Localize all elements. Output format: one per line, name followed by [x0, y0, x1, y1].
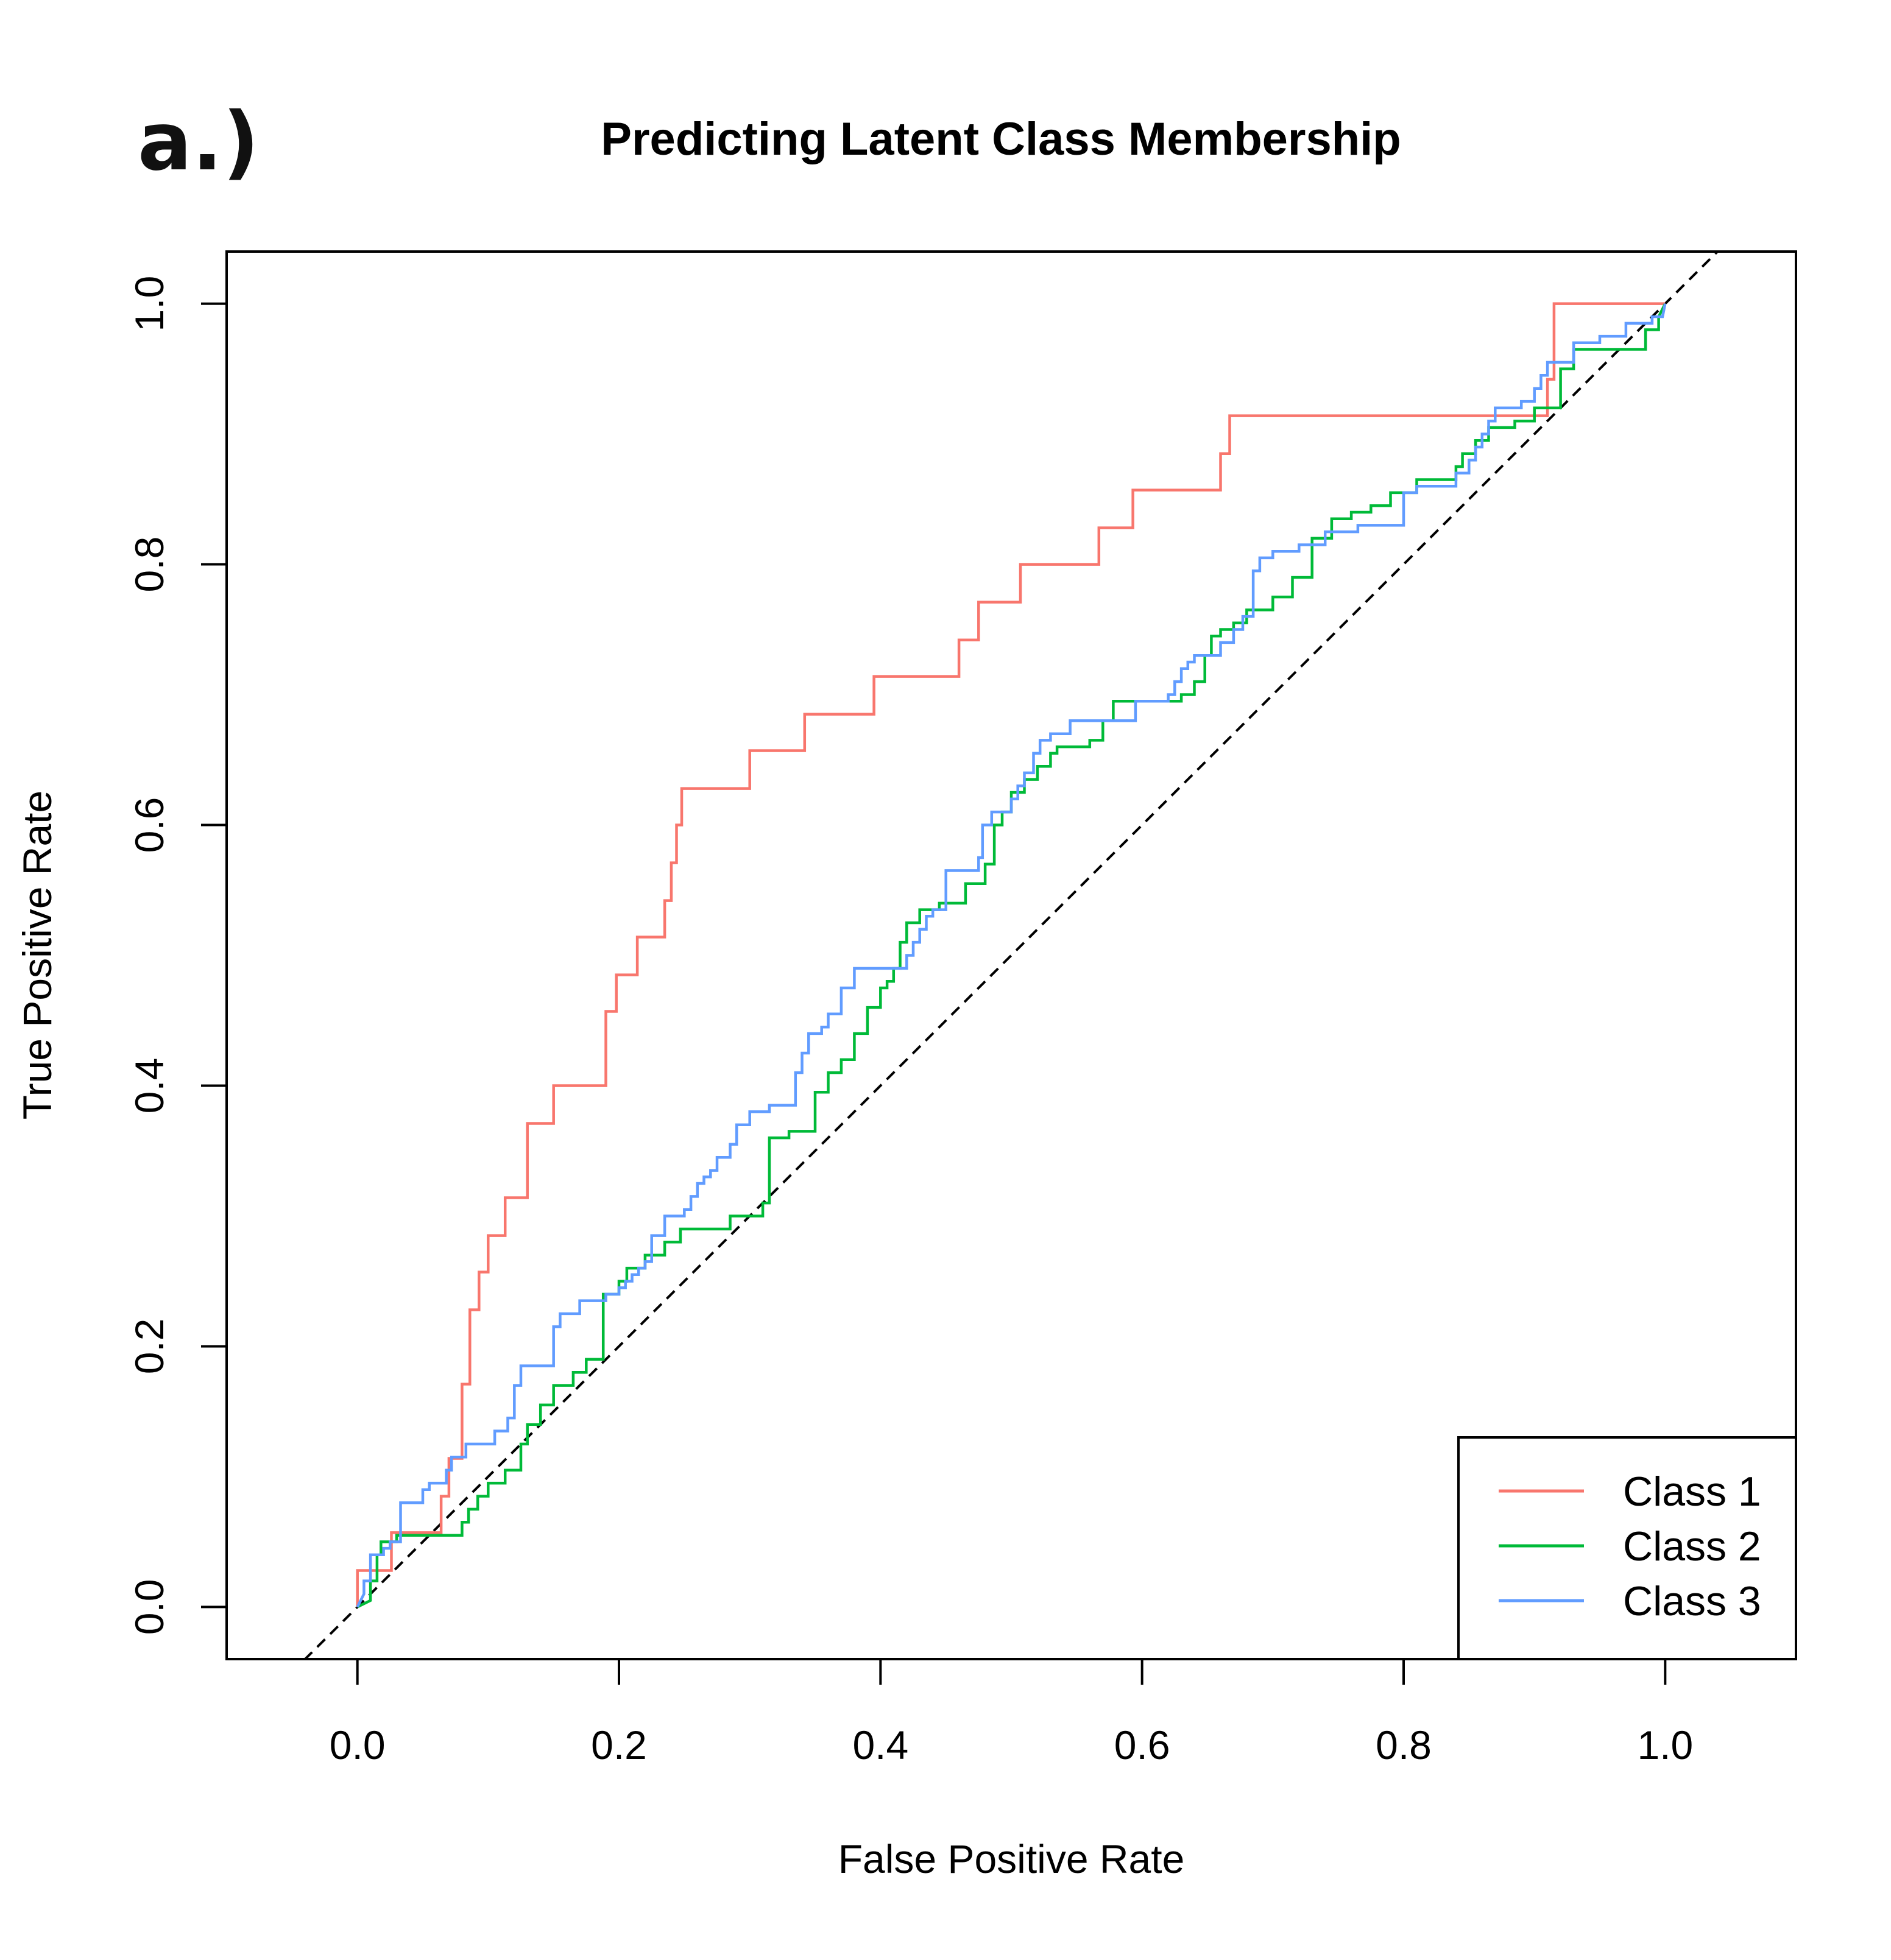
y-tick-label: 0.8 — [127, 537, 172, 593]
x-tick-label: 0.0 — [330, 1722, 386, 1768]
plot-lines — [303, 252, 1720, 1659]
x-tick-label: 0.2 — [591, 1722, 647, 1768]
series-line-class-1 — [356, 302, 1666, 1607]
legend-label-class-1: Class 1 — [1623, 1468, 1761, 1515]
chart-title: Predicting Latent Class Membership — [601, 113, 1401, 165]
series-line-class-3 — [356, 303, 1667, 1608]
legend-label-class-3: Class 3 — [1623, 1578, 1761, 1624]
panel-label: a.) — [138, 95, 260, 189]
x-tick-label: 0.4 — [852, 1722, 908, 1768]
x-tick-label: 1.0 — [1637, 1722, 1693, 1768]
x-axis-label: False Positive Rate — [838, 1836, 1185, 1881]
y-tick-label: 0.2 — [127, 1319, 172, 1375]
y-axis-label: True Positive Rate — [15, 791, 60, 1119]
y-tick-label: 0.0 — [127, 1579, 172, 1635]
legend: Class 1 Class 2 Class 3 — [1457, 1436, 1797, 1660]
y-tick-label: 0.6 — [127, 797, 172, 853]
x-tick-label: 0.6 — [1114, 1722, 1170, 1768]
legend-box — [1457, 1436, 1797, 1660]
x-tick-label: 0.8 — [1376, 1722, 1432, 1768]
reference-diagonal-line — [303, 252, 1720, 1659]
series-line-class-2 — [356, 303, 1667, 1609]
y-tick-label: 0.4 — [127, 1058, 172, 1114]
legend-label-class-2: Class 2 — [1623, 1523, 1761, 1570]
x-axis: 0.0 0.2 0.4 0.6 0.8 1.0 — [330, 1658, 1693, 1768]
y-axis: 0.0 0.2 0.4 0.6 0.8 1.0 — [127, 276, 228, 1635]
y-tick-label: 1.0 — [127, 276, 172, 332]
